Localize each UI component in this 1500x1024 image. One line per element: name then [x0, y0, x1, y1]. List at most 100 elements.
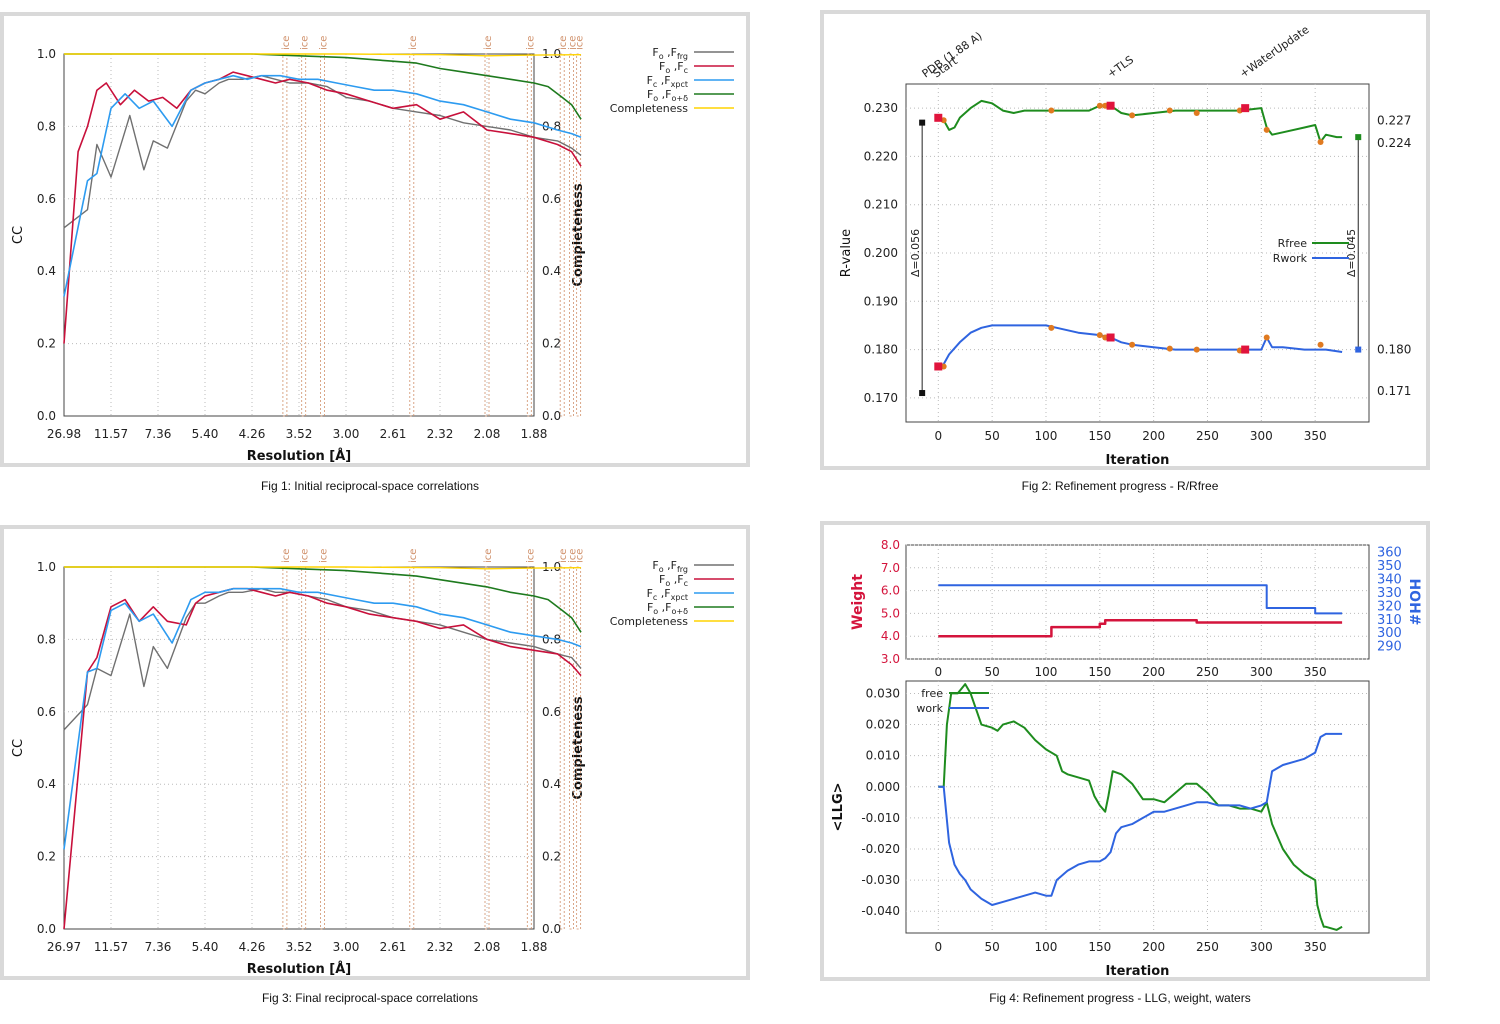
y2-tick-label: 0.0: [542, 409, 561, 423]
y-tick-label: 0.220: [864, 149, 898, 163]
r-value-label: 0.227: [1377, 114, 1411, 128]
ice-ring-band: [569, 53, 574, 417]
ice-ring-band: [576, 53, 582, 417]
y2-tick-label: 0.0: [542, 922, 561, 936]
ice-ring-label: ice: [281, 549, 292, 563]
fig4-chart: 0 50 100 150 200 250 300 350 3.0 4.0 5.0 6.0 7.0 8.0 2…: [831, 538, 1422, 979]
marker-orange: [1317, 138, 1324, 145]
weight-tick-label: 5.0: [881, 606, 900, 620]
ice-ring-label: ice: [281, 36, 292, 50]
ice-ring-band: [559, 566, 565, 930]
r-value-label: 0.180: [1377, 343, 1411, 357]
y-tick-label: 0.8: [37, 632, 56, 646]
x-tick-label: 7.36: [145, 940, 172, 954]
series-completeness: [64, 566, 582, 570]
delta-label-left: Δ=0.056: [909, 229, 922, 277]
ice-ring-label: ice: [300, 36, 311, 50]
r-value-label: 0.224: [1377, 136, 1411, 150]
y2-axis-label: Completeness: [571, 183, 586, 286]
ice-ring-label: ice: [558, 36, 569, 50]
hoh-tick-label: 320: [1377, 599, 1402, 614]
y-tick-label: 0.8: [37, 119, 56, 133]
llg-tick-label: 0.030: [866, 686, 900, 700]
ice-ring-label: ice: [575, 549, 586, 563]
x-axis-label: Resolution [Å]: [247, 961, 352, 976]
legend-label-fo-fc: Fo ,Fc: [659, 573, 688, 588]
marker-orange: [1193, 346, 1200, 353]
x-tick-label: 350: [1304, 940, 1327, 954]
y-tick-label: 0.0: [37, 922, 56, 936]
x-tick-label: 2.32: [427, 940, 454, 954]
y-axis-label: CC: [11, 739, 26, 757]
ice-ring-band: [484, 53, 490, 417]
ice-ring-band: [409, 53, 415, 417]
ice-ring-band: [282, 566, 288, 930]
x-tick-label: 3.00: [333, 427, 360, 441]
x-tick-label: 1.88: [521, 427, 548, 441]
fig1-chart: 26.98 11.57 7.36 5.40 4.26 3.52 3.00 2.61 2.32 2.…: [11, 36, 734, 464]
legend-label-fo-ffrg: Fo ,Ffrg: [652, 559, 688, 574]
series-llg-work: [938, 732, 1343, 906]
y-tick-label: 0.4: [37, 777, 56, 791]
marker-orange: [1317, 341, 1324, 348]
marker-black: [919, 390, 926, 397]
legend-label-completeness: Completeness: [610, 102, 688, 115]
y-tick-label: 0.6: [37, 192, 56, 206]
hoh-tick-label: 350: [1377, 559, 1402, 574]
event-annotation: +WaterUpdate: [1237, 23, 1311, 81]
series-fc-fxpct: [63, 74, 582, 297]
x-tick-label: 350: [1304, 665, 1327, 679]
llg-tick-label: 0.020: [866, 718, 900, 732]
series-fo-fc: [63, 71, 582, 344]
x-tick-label: 4.26: [239, 940, 266, 954]
x-axis-label: Iteration: [1106, 453, 1170, 466]
ice-ring-band: [484, 566, 490, 930]
x-tick-label: 2.61: [380, 940, 407, 954]
llg-tick-label: 0.010: [866, 749, 900, 763]
legend-label-fo-fo-delta: Fo ,Fo+δ: [647, 601, 688, 616]
ice-ring-label: ice: [568, 549, 579, 563]
x-tick-label: 250: [1196, 429, 1219, 443]
y2-tick-label: 0.2: [542, 337, 561, 351]
x-tick-label: 350: [1304, 429, 1327, 443]
x-tick-label: 5.40: [192, 940, 219, 954]
x-tick-label: 3.00: [333, 940, 360, 954]
weight-tick-label: 3.0: [881, 652, 900, 666]
ice-ring-label: ice: [525, 36, 536, 50]
legend-label-fo-fc: Fo ,Fc: [659, 60, 688, 75]
x-tick-label: 2.08: [474, 427, 501, 441]
x-tick-label: 2.32: [427, 427, 454, 441]
legend-label-fo-ffrg: Fo ,Ffrg: [652, 46, 688, 61]
marker-orange: [1166, 345, 1173, 352]
fig4-panel: 0 50 100 150 200 250 300 350 3.0 4.0 5.0 6.0 7.0 8.0 2…: [820, 521, 1430, 981]
x-tick-label: 50: [984, 429, 999, 443]
hoh-tick-label: 330: [1377, 586, 1402, 601]
y2-tick-label: 1.0: [542, 47, 561, 61]
series-fc-fxpct: [63, 587, 582, 850]
legend-label-rfree: Rfree: [1278, 237, 1308, 250]
ice-ring-band: [569, 566, 574, 930]
x-tick-label: 11.57: [94, 427, 128, 441]
fig2-chart: 0 50 100 150 200 250 300 350 0.170 0.180 0.190 0.20…: [839, 23, 1411, 468]
series-completeness: [64, 53, 582, 57]
marker-orange: [1129, 112, 1136, 119]
ice-ring-label: ice: [558, 549, 569, 563]
x-tick-label: 250: [1196, 940, 1219, 954]
delta-label-right: Δ=0.045: [1345, 229, 1358, 277]
x-tick-label: 0: [934, 665, 942, 679]
weight-tick-label: 8.0: [881, 538, 900, 552]
hoh-axis-label: HOH#: [1406, 578, 1422, 625]
x-tick-label: 200: [1142, 940, 1165, 954]
ice-ring-label: ice: [300, 549, 311, 563]
series-fo-fo-delta: [64, 566, 582, 633]
y-tick-label: 0.210: [864, 198, 898, 212]
y-tick-label: 0.4: [37, 264, 56, 278]
y-tick-label: 0.2: [37, 337, 56, 351]
x-tick-label: 150: [1088, 665, 1111, 679]
x-tick-label: 5.40: [192, 427, 219, 441]
y-tick-label: 0.6: [37, 705, 56, 719]
x-tick-label: 200: [1142, 429, 1165, 443]
bottom-plot-frame: [905, 680, 1370, 934]
ice-ring-label: ice: [483, 549, 494, 563]
weight-axis-label: Weight: [850, 574, 866, 630]
